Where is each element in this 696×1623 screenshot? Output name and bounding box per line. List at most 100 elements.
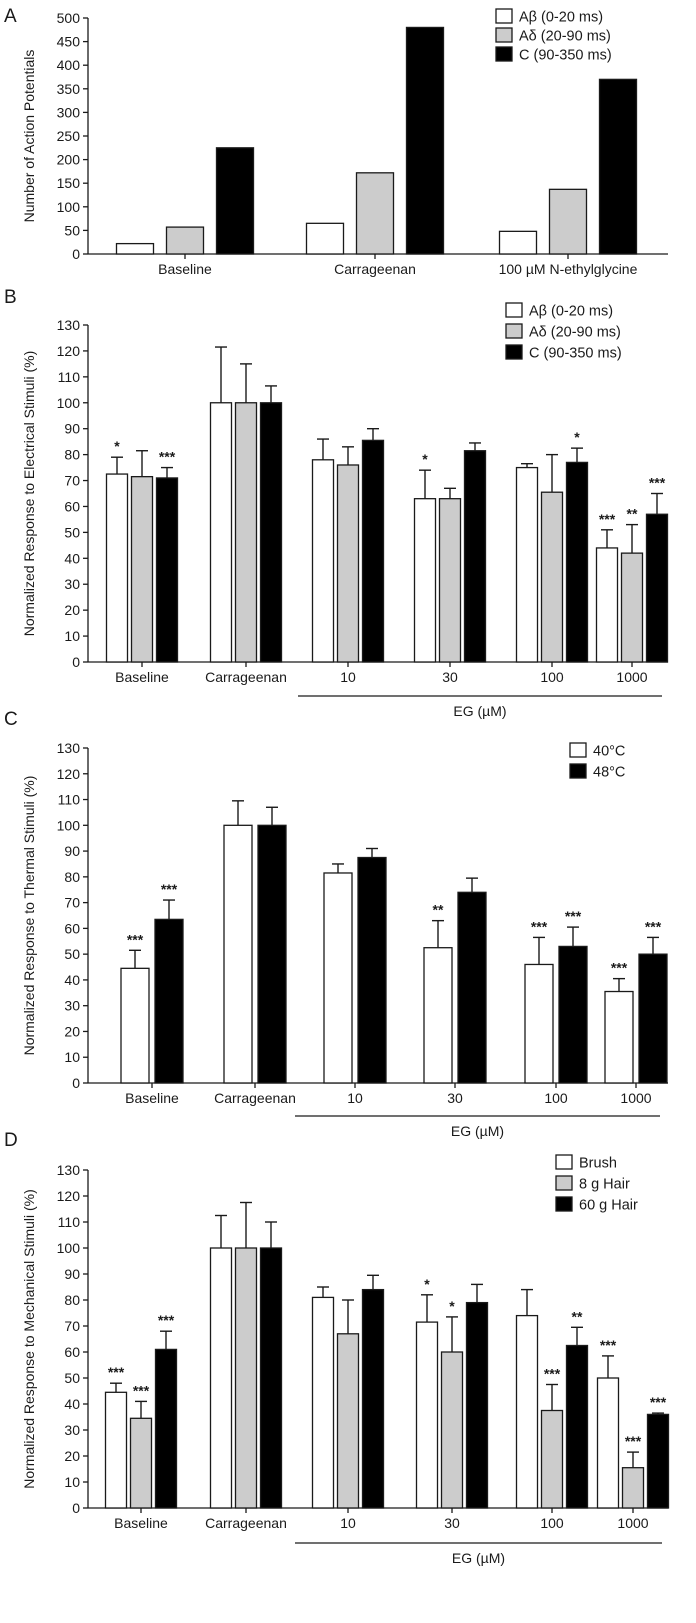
y-tick-label: 400: [57, 57, 81, 73]
panel-a: A 0 50 100 150 200 250 300 350 400 450 500 Number of…: [4, 6, 668, 277]
x-tick-label: 100 µM N-ethylglycine: [499, 261, 638, 277]
bar: [355, 172, 395, 255]
legend-swatch: [505, 344, 523, 360]
significance-label: *: [114, 438, 120, 454]
legend-label: C (90-350 ms): [519, 48, 612, 64]
legend-label: Aβ (0-20 ms): [519, 10, 603, 26]
bar: [548, 188, 588, 255]
legend-swatch: [505, 323, 523, 339]
significance-label: ***: [127, 931, 144, 947]
y-tick-label: 0: [72, 246, 80, 262]
y-tick-label: 10: [64, 1049, 80, 1065]
y-tick-label: 110: [58, 369, 81, 385]
bar: [598, 78, 638, 255]
significance-label: *: [449, 1298, 455, 1314]
legend-swatch: [569, 763, 587, 779]
bar: [498, 230, 538, 255]
bar: [463, 450, 487, 663]
y-tick-label: 10: [64, 1474, 80, 1490]
bar: [415, 1321, 439, 1509]
x-tick-label: 10: [340, 1515, 356, 1531]
y-tick-label: 30: [64, 576, 80, 592]
y-tick-label: 40: [64, 550, 80, 566]
x-tick-label: 10: [347, 1090, 363, 1106]
legend-label: 40°C: [593, 744, 625, 760]
bar: [305, 222, 345, 255]
bar: [565, 461, 589, 663]
x-tick-label: 1000: [616, 669, 647, 685]
significance-label: *: [422, 451, 428, 467]
y-tick-label: 30: [64, 998, 80, 1014]
bar: [646, 1413, 670, 1509]
y-axis-title: Normalized Response to Electrical Stimul…: [21, 351, 37, 637]
y-tick-label: 10: [64, 628, 80, 644]
x-tick-label: Carrageenan: [214, 1090, 296, 1106]
legend-label: 60 g Hair: [579, 1198, 638, 1214]
x-tick-label: 100: [540, 1515, 564, 1531]
y-axis-title: Number of Action Potentials: [21, 50, 37, 223]
significance-label: ***: [158, 1312, 175, 1328]
bar: [234, 402, 258, 663]
x-tick-label: 30: [444, 1515, 460, 1531]
y-tick-label: 40: [64, 1396, 80, 1412]
y-tick-label: 70: [64, 1318, 80, 1334]
y-tick-label: 70: [64, 895, 80, 911]
y-tick-label: 50: [64, 946, 80, 962]
y-tick-label: 200: [57, 152, 81, 168]
y-axis-title: Normalized Response to Mechanical Stimul…: [21, 1189, 37, 1489]
y-tick-label: 130: [57, 1162, 81, 1178]
y-tick-label: 120: [57, 343, 81, 359]
group-label: EG (µM): [452, 1550, 505, 1566]
bar: [215, 147, 255, 255]
y-tick-label: 50: [64, 222, 80, 238]
bar: [155, 477, 179, 663]
significance-label: ***: [544, 1366, 561, 1382]
bar: [257, 824, 287, 1084]
y-tick-label: 130: [57, 740, 81, 756]
y-tick-label: 120: [57, 766, 81, 782]
bar: [120, 967, 150, 1084]
y-tick-label: 60: [64, 920, 80, 936]
y-tick-label: 90: [64, 843, 80, 859]
panel-b: B 0 10 20 30 40 50 60 70 80 90 100 110 120 130 Normaliz…: [4, 287, 669, 719]
x-tick-label: 1000: [620, 1090, 651, 1106]
bar: [336, 1333, 360, 1509]
bar: [165, 226, 205, 255]
y-tick-label: 50: [64, 1370, 80, 1386]
bar: [440, 1351, 464, 1509]
bar: [524, 963, 554, 1084]
legend-label: 48°C: [593, 765, 625, 781]
bar: [154, 918, 184, 1084]
x-tick-label: Baseline: [125, 1090, 179, 1106]
y-tick-label: 110: [58, 1214, 81, 1230]
bar: [596, 1377, 620, 1509]
legend-swatch: [555, 1196, 573, 1212]
panel-letter: B: [4, 287, 17, 308]
panel-c: C 0 10 20 30 40 50 60 70 80 90 100 110 120 130 Normaliz…: [4, 709, 668, 1139]
y-tick-label: 100: [57, 1240, 81, 1256]
legend-swatch: [495, 46, 513, 62]
x-tick-label: 30: [442, 669, 458, 685]
y-tick-label: 90: [64, 421, 80, 437]
bar: [115, 242, 155, 255]
y-tick-label: 60: [64, 1344, 80, 1360]
x-tick-label: Carrageenan: [205, 1515, 287, 1531]
y-tick-label: 90: [64, 1266, 80, 1282]
significance-label: **: [627, 506, 638, 522]
x-tick-label: Baseline: [115, 669, 169, 685]
bar: [595, 547, 619, 663]
legend-swatch: [505, 302, 523, 318]
x-tick-label: 100: [544, 1090, 568, 1106]
legend-label: Brush: [579, 1156, 617, 1172]
y-tick-label: 0: [72, 654, 80, 670]
significance-label: ***: [650, 1394, 667, 1410]
y-tick-label: 0: [72, 1075, 80, 1091]
bar: [638, 953, 668, 1084]
bar: [438, 498, 462, 663]
bar: [621, 1467, 645, 1509]
y-tick-label: 20: [64, 1448, 80, 1464]
significance-label: ***: [531, 918, 548, 934]
y-tick-label: 50: [64, 524, 80, 540]
x-tick-label: 30: [447, 1090, 463, 1106]
panel-d: D 0 10 20 30 40 50 60 70 80 90 100 110 120 130 Normaliz…: [4, 1130, 670, 1566]
